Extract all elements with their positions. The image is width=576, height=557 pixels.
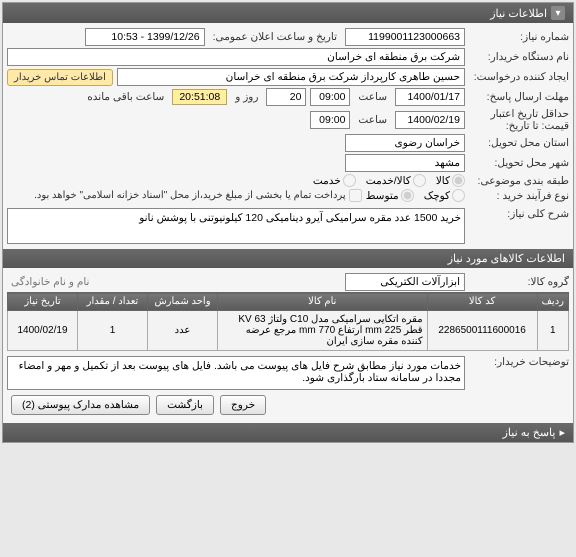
expand-icon[interactable]: ▸ [559, 426, 565, 439]
province-value: خراسان رضوی [345, 134, 465, 152]
group-label: گروه کالا: [469, 276, 569, 288]
need-no-label: شماره نیاز: [469, 31, 569, 43]
radio-khadamat[interactable]: خدمت [313, 174, 356, 187]
creator-label: ایجاد کننده درخواست: [469, 71, 569, 83]
buyer-org-value: شرکت برق منطقه ای خراسان [7, 48, 465, 66]
exit-button[interactable]: خروج [220, 395, 266, 415]
buyer-desc-label: توضیحات خریدار: [469, 356, 569, 368]
deadline-time: 09:00 [310, 88, 350, 106]
cell-qty: 1 [78, 311, 148, 351]
collapse-icon[interactable]: ▾ [551, 6, 565, 20]
answer-header: ▸ پاسخ به نیاز [3, 423, 573, 442]
col-unit: واحد شمارش [148, 293, 218, 311]
col-code: کد کالا [427, 293, 537, 311]
contact-button[interactable]: اطلاعات تماس خریدار [7, 69, 113, 86]
announce-value: 1399/12/26 - 10:53 [85, 28, 205, 46]
deadline-label: مهلت ارسال پاسخ: [469, 91, 569, 103]
back-button[interactable]: بازگشت [156, 395, 214, 415]
buyer-org-label: نام دستگاه خریدار: [469, 51, 569, 63]
panel-title: اطلاعات نیاز [490, 7, 547, 20]
creator-value: حسین طاهری کارپرداز شرکت برق منطقه ای خر… [117, 68, 465, 86]
days-label: روز و [231, 91, 262, 103]
radio-service[interactable]: کالا/خدمت [366, 174, 426, 187]
attachments-button[interactable]: مشاهده مدارک پیوستی (2) [11, 395, 150, 415]
radio-kala[interactable]: کالا [436, 174, 465, 187]
radio-medium[interactable]: متوسط [366, 189, 414, 202]
process-label: نوع فرآیند خرید : [469, 190, 569, 202]
days-value: 20 [266, 88, 306, 106]
validity-time: 09:00 [310, 111, 350, 129]
cell-date: 1400/02/19 [8, 311, 78, 351]
remain-label: ساعت باقی مانده [83, 91, 168, 103]
table-row[interactable]: 1 2286500111600016 مقره اتکایی سرامیکی م… [8, 311, 569, 351]
cell-unit: عدد [148, 311, 218, 351]
summary-text [7, 208, 465, 244]
countdown-badge: 20:51:08 [172, 89, 227, 105]
subgroup-label: نام و نام خانوادگی [7, 276, 93, 288]
city-label: شهر محل تحویل: [469, 157, 569, 169]
announce-label: تاریخ و ساعت اعلان عمومی: [209, 31, 341, 43]
time-label-2: ساعت [354, 114, 391, 126]
cell-idx: 1 [537, 311, 568, 351]
time-label-1: ساعت [354, 91, 391, 103]
col-idx: ردیف [537, 293, 568, 311]
cell-code: 2286500111600016 [427, 311, 537, 351]
summary-label: شرح کلی نیاز: [469, 208, 569, 220]
panel-header: ▾ اطلاعات نیاز [3, 3, 573, 23]
cell-name: مقره اتکایی سرامیکی مدل C10 ولتاژ KV 63 … [218, 311, 428, 351]
col-date: تاریخ نیاز [8, 293, 78, 311]
buyer-desc-text: خدمات مورد نیاز مطابق شرح فایل های پیوست… [7, 356, 465, 390]
radio-small[interactable]: کوچک [424, 189, 465, 202]
deadline-date: 1400/01/17 [395, 88, 465, 106]
partial-pay-check[interactable]: پرداخت تمام یا بخشی از مبلغ خرید،از محل … [34, 189, 362, 202]
process-radio-group: کوچک متوسط [366, 189, 465, 202]
items-header: اطلاعات کالاهای مورد نیاز [3, 249, 573, 268]
validity-label: حداقل تاریخ اعتبار قیمت: تا تاریخ: [469, 108, 569, 132]
items-table: ردیف کد کالا نام کالا واحد شمارش تعداد /… [7, 292, 569, 351]
col-name: نام کالا [218, 293, 428, 311]
group-value: ابزارآلات الکتریکی [345, 273, 465, 291]
col-qty: تعداد / مقدار [78, 293, 148, 311]
kala-radio-group: کالا کالا/خدمت خدمت [313, 174, 465, 187]
validity-date: 1400/02/19 [395, 111, 465, 129]
budget-label: طبقه بندی موضوعی: [469, 175, 569, 187]
need-no-value: 1199001123000663 [345, 28, 465, 46]
city-value: مشهد [345, 154, 465, 172]
province-label: استان محل تحویل: [469, 137, 569, 149]
